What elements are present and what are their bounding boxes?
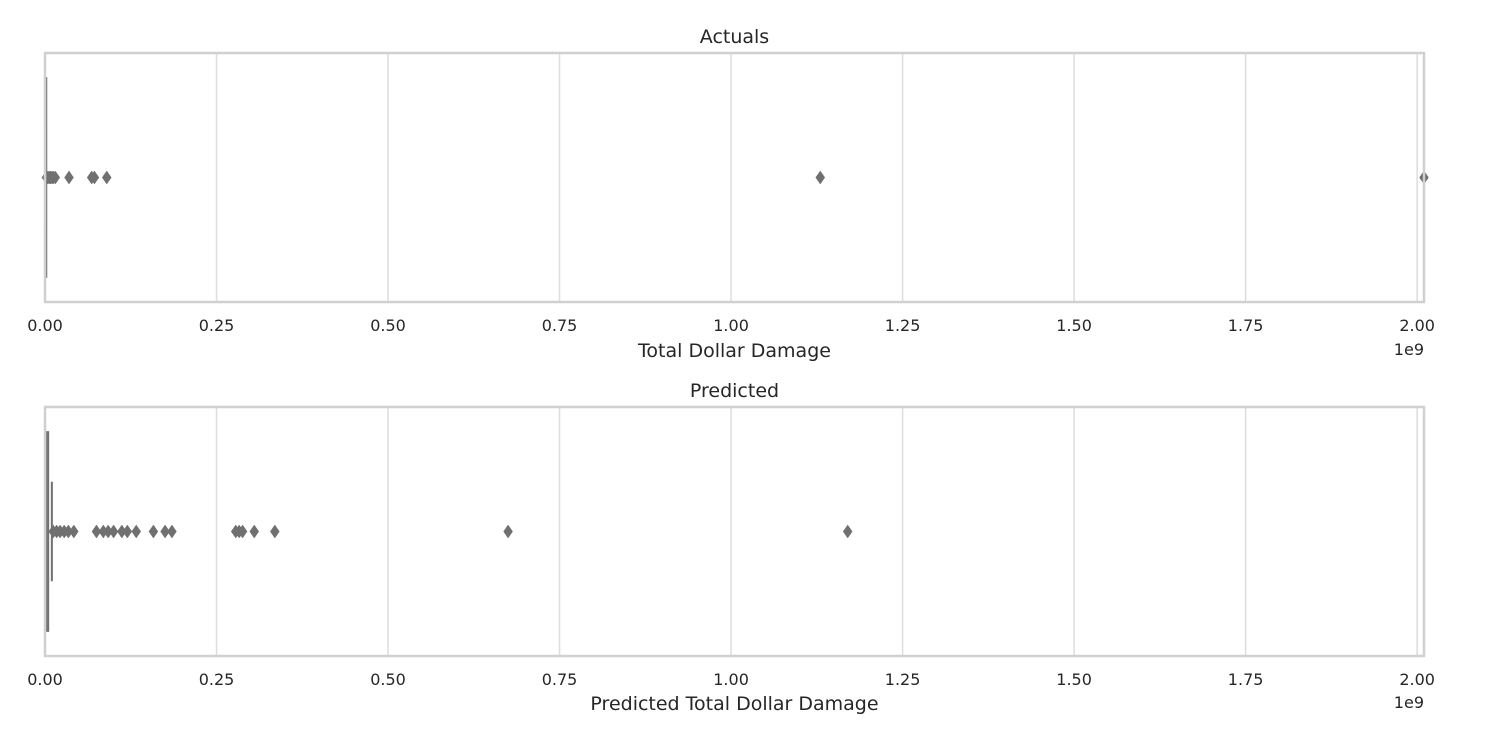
x-tick-label: 0.00 — [27, 670, 63, 689]
outlier-point — [122, 524, 133, 539]
axes-frame — [43, 405, 1426, 658]
x-axis-label: Predicted Total Dollar Damage — [590, 693, 878, 715]
axis-offset-label: 1e9 — [1394, 693, 1424, 712]
x-tick-label: 0.50 — [370, 670, 406, 689]
x-tick-label: 2.00 — [1399, 316, 1435, 335]
outlier-point — [64, 170, 74, 185]
outlier-point — [50, 170, 61, 185]
outlier-point — [249, 524, 260, 539]
x-tick-label: 0.00 — [27, 316, 63, 335]
x-tick-label: 1.75 — [1228, 670, 1264, 689]
outlier-point — [160, 524, 170, 539]
outlier-point — [148, 524, 159, 539]
x-axis-label: Total Dollar Damage — [637, 340, 831, 362]
x-tick-label: 0.50 — [370, 316, 406, 335]
x-tick-label: 0.75 — [542, 670, 578, 689]
outlier-point — [270, 524, 280, 539]
x-tick-label: 1.25 — [885, 316, 921, 335]
x-tick-label: 1.00 — [713, 316, 749, 335]
outlier-point — [89, 170, 100, 185]
axes-frame — [43, 51, 1426, 304]
outlier-point — [237, 524, 248, 539]
chart-title: Actuals — [700, 26, 769, 48]
x-tick-label: 0.25 — [199, 670, 235, 689]
outlier-point — [91, 524, 102, 539]
axis-offset-label: 1e9 — [1394, 340, 1424, 359]
outlier-point — [815, 170, 826, 185]
chart-title: Predicted — [690, 380, 779, 402]
actuals-panel: 0.00 0.25 0.50 0.75 1.00 1.25 1.50 1.75 2.00 Actu… — [27, 26, 1435, 362]
outlier-point — [69, 524, 79, 539]
x-tick-label: 0.75 — [542, 316, 578, 335]
predicted-panel: 0.00 0.25 0.50 0.75 1.00 1.25 1.50 1.75 2.00 Pred… — [27, 380, 1435, 715]
outlier-point — [842, 524, 853, 539]
outlier-point — [101, 170, 112, 185]
x-tick-label: 1.75 — [1228, 316, 1264, 335]
x-tick-label: 0.25 — [199, 316, 235, 335]
x-tick-label: 1.50 — [1056, 316, 1092, 335]
x-tick-label: 2.00 — [1399, 670, 1435, 689]
x-tick-label: 1.00 — [713, 670, 749, 689]
outlier-point — [108, 524, 119, 539]
outlier-point — [131, 524, 142, 539]
outlier-point — [167, 524, 177, 539]
x-tick-label: 1.50 — [1056, 670, 1092, 689]
outlier-point — [503, 524, 513, 539]
x-tick-label: 1.25 — [885, 670, 921, 689]
